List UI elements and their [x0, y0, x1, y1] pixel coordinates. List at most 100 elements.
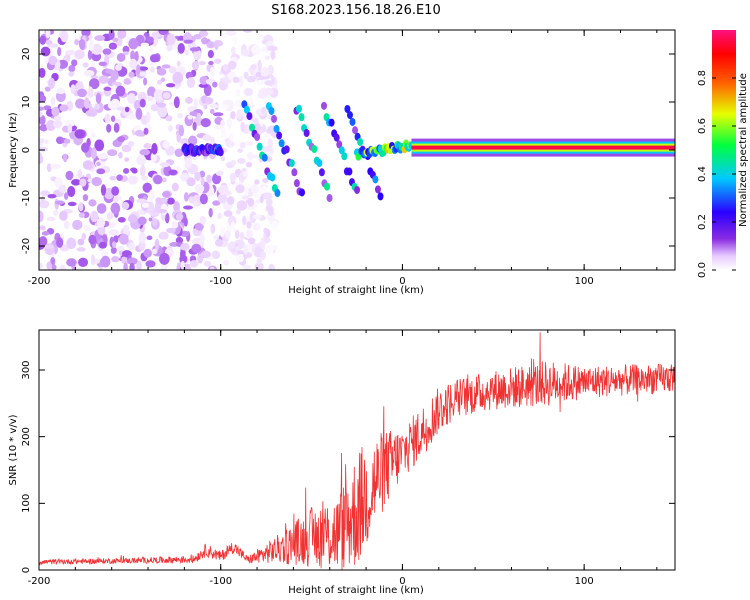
heatmap-cell: [232, 76, 240, 84]
heatmap-cell: [118, 151, 123, 159]
heatmap-cell: [210, 137, 215, 144]
heatmap-cell: [217, 212, 223, 219]
heatmap-cell: [283, 145, 290, 154]
heatmap-cell: [189, 47, 201, 52]
heatmap-cell: [230, 248, 237, 253]
heatmap-cell: [255, 79, 265, 86]
heatmap-cell: [242, 215, 247, 226]
heatmap-cell: [98, 75, 109, 84]
heatmap-cell: [75, 82, 82, 91]
heatmap-cell: [180, 260, 185, 270]
heatmap-cell: [59, 210, 68, 221]
heatmap-cell: [223, 79, 232, 84]
heatmap-cell: [116, 245, 125, 251]
heatmap-cell: [46, 216, 56, 222]
heatmap-cell: [127, 113, 137, 120]
heatmap-cell: [165, 115, 173, 122]
heatmap-cell: [199, 193, 208, 205]
heatmap-cell: [68, 71, 75, 77]
heatmap-cell: [134, 50, 139, 62]
heatmap-cell: [199, 76, 208, 85]
heatmap-cell: [211, 173, 222, 185]
heatmap-cell: [226, 117, 232, 129]
heatmap-cell: [252, 222, 261, 231]
heatmap-cell: [273, 124, 280, 133]
heatmap-cell: [46, 261, 52, 270]
heatmap-cell: [200, 250, 211, 258]
snr-series-line: [39, 332, 675, 570]
heatmap-cell: [225, 140, 235, 148]
heatmap-cell: [160, 77, 166, 83]
heatmap-cell: [266, 244, 275, 255]
heatmap-cell: [138, 71, 147, 77]
heatmap-cell: [137, 209, 145, 215]
heatmap-cell: [258, 135, 266, 144]
heatmap-cell: [212, 200, 221, 206]
heatmap-cell: [237, 148, 244, 153]
heatmap-cell: [193, 200, 199, 207]
heatmap-cell: [183, 205, 194, 210]
heatmap-cell: [60, 30, 69, 43]
heatmap-cell: [195, 222, 204, 231]
heatmap-cell: [67, 123, 73, 134]
heatmap-cell: [139, 165, 146, 177]
heatmap-cell: [136, 155, 147, 166]
heatmap-cell: [90, 254, 96, 266]
heatmap-cell: [239, 141, 246, 149]
heatmap-cell: [68, 65, 76, 72]
heatmap-cell: [71, 59, 78, 67]
heatmap-cell: [271, 114, 278, 123]
heatmap-cell: [76, 247, 86, 252]
heatmap-cell: [288, 159, 295, 168]
heatmap-cell: [291, 168, 298, 177]
heatmap-cell: [293, 179, 300, 188]
heatmap-cell: [276, 131, 283, 140]
heatmap-cell: [192, 121, 197, 131]
heatmap-cell: [168, 66, 177, 74]
heatmap-cell: [211, 250, 220, 260]
heatmap-cell: [203, 260, 212, 267]
heatmap-cell: [39, 124, 48, 132]
heatmap-cell: [189, 260, 199, 268]
heatmap-cell: [98, 61, 107, 66]
heatmap-cell: [159, 162, 170, 168]
heatmap-cell: [124, 157, 130, 162]
heatmap-cell: [96, 217, 106, 228]
heatmap-cell: [39, 111, 43, 118]
heatmap-cell: [184, 49, 189, 56]
heatmap-cell: [200, 117, 211, 128]
heatmap-cell: [174, 148, 184, 158]
heatmap-cell: [78, 212, 86, 218]
heatmap-cell: [183, 217, 188, 227]
heatmap-cell: [207, 50, 214, 59]
heatmap-cell: [185, 263, 191, 270]
heatmap-cell: [142, 182, 152, 193]
heatmap-cell: [203, 104, 208, 110]
heatmap-cell: [323, 182, 330, 191]
heatmap-cell: [257, 59, 262, 72]
heatmap-cell: [236, 109, 243, 120]
heatmap-cell: [66, 237, 77, 250]
heatmap-cell: [260, 250, 267, 260]
heatmap-cell: [88, 199, 97, 207]
heatmap-cell: [123, 78, 132, 85]
heatmap-cell: [128, 242, 135, 251]
heatmap-cell: [206, 41, 215, 49]
colorbar: 0.0 0.2 0.4 0.6 0.8 Normalized spectral ampl…: [697, 30, 749, 278]
heatmap-cell: [111, 255, 120, 263]
heatmap-cell: [243, 71, 249, 80]
heatmap-cell: [65, 49, 76, 56]
heatmap-cell: [45, 30, 51, 39]
heatmap-cell: [166, 44, 173, 52]
heatmap-cell: [162, 92, 171, 99]
heatmap-cell: [256, 142, 263, 151]
heatmap-cell: [247, 197, 255, 207]
heatmap-cell: [271, 220, 278, 230]
heatmap-cell: [377, 192, 384, 201]
heatmap-cell: [234, 229, 240, 240]
heatmap-cell: [143, 127, 149, 135]
heatmap-cell: [124, 106, 130, 113]
heatmap-cell: [338, 146, 345, 155]
heatmap-cell: [83, 224, 91, 232]
heatmap-cell: [269, 173, 276, 182]
